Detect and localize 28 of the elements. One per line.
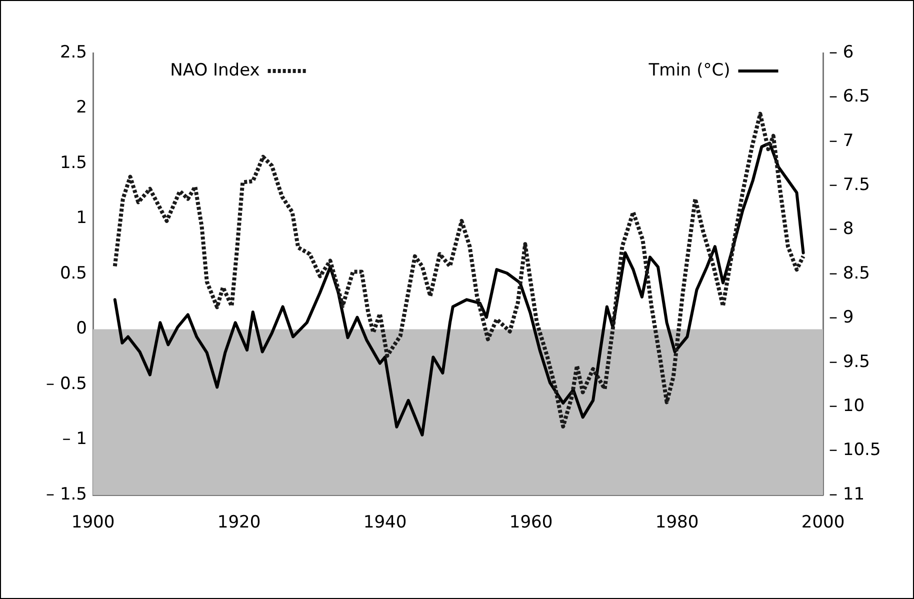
y2-tick-label: – 8.5 [829,263,870,284]
y-tick-label: 0 [76,318,87,339]
y-tick-label: 1 [76,208,87,228]
y-tick-label: – 0.5 [46,374,87,394]
y2-tick-label: – 9.5 [829,352,870,372]
y-tick-label: 2.5 [60,42,87,62]
y-tick-label: 2 [76,98,87,118]
y2-tick-label: – 10 [829,396,865,416]
x-tick-label: 1960 [509,512,553,533]
x-tick-label: 1900 [71,512,115,533]
y2-tick-label: – 6 [829,42,854,62]
x-tick-label: 1920 [217,512,261,533]
y2-tick-label: – 9 [829,308,854,328]
y-tick-label: 0.5 [60,263,87,284]
y2-tick-label: – 7.5 [829,175,870,196]
y2-tick-label: – 8 [829,219,854,240]
y-tick-label: – 1.5 [46,484,87,504]
x-tick-label: 1980 [655,512,699,533]
x-tick-label: 1940 [363,512,407,533]
y2-tick-label: – 7 [829,130,854,151]
legend-label: NAO Index [170,60,260,80]
y2-tick-label: – 10.5 [829,440,881,460]
y-tick-label: 1.5 [60,152,87,173]
legend-label: Tmin (°C) [648,60,730,80]
x-tick-label: 2000 [801,512,845,533]
y2-tick-label: – 6.5 [829,86,870,107]
y2-tick-label: – 11 [829,484,865,504]
y-tick-label: – 1 [62,429,87,450]
